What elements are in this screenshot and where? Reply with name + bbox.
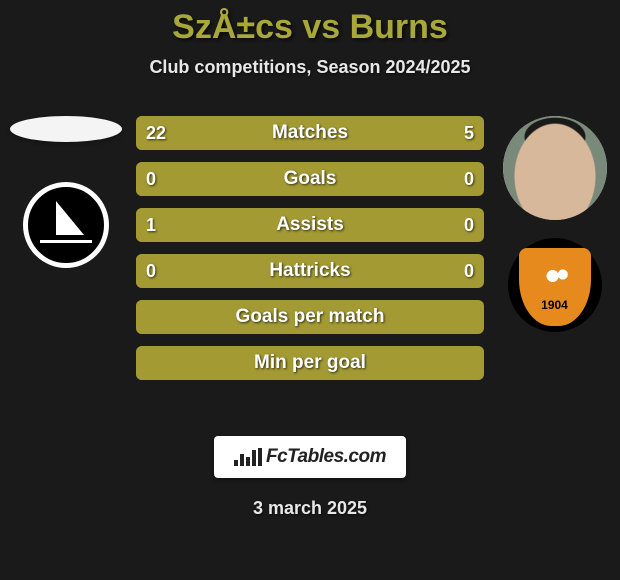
page-title: SzÅ±cs vs Burns (0, 8, 620, 47)
fctables-badge[interactable]: FcTables.com (214, 436, 406, 478)
footer-date: 3 march 2025 (0, 498, 620, 519)
page-subtitle: Club competitions, Season 2024/2025 (0, 57, 620, 78)
player-face-icon (503, 116, 607, 220)
stat-row: Min per goal (136, 346, 484, 380)
stat-label: Goals (136, 162, 484, 196)
right-player-column: 1904 (497, 116, 612, 332)
sailboat-icon (56, 201, 84, 235)
tiger-icon (539, 264, 573, 294)
left-player-avatar (10, 116, 122, 142)
stat-bars: 225Matches 00Goals 10Assists 00Hattricks Goa… (136, 116, 484, 392)
stats-area: 225Matches 00Goals 10Assists 00Hattricks Goa… (0, 116, 620, 426)
stat-label: Assists (136, 208, 484, 242)
stat-row: 00Goals (136, 162, 484, 196)
fctables-text: FcTables.com (266, 446, 386, 468)
stat-label: Goals per match (136, 300, 484, 334)
right-player-avatar (503, 116, 607, 220)
stat-row: Goals per match (136, 300, 484, 334)
comparison-card: SzÅ±cs vs Burns Club competitions, Seaso… (0, 0, 620, 580)
stat-label: Matches (136, 116, 484, 150)
stat-label: Min per goal (136, 346, 484, 380)
stat-row: 10Assists (136, 208, 484, 242)
bar-chart-icon (234, 448, 262, 466)
stat-label: Hattricks (136, 254, 484, 288)
shield-icon: 1904 (519, 248, 591, 326)
right-club-badge: 1904 (508, 238, 602, 332)
stat-row: 00Hattricks (136, 254, 484, 288)
stat-row: 225Matches (136, 116, 484, 150)
left-club-badge (23, 182, 109, 268)
club-year: 1904 (519, 298, 591, 312)
left-player-column (8, 116, 123, 268)
